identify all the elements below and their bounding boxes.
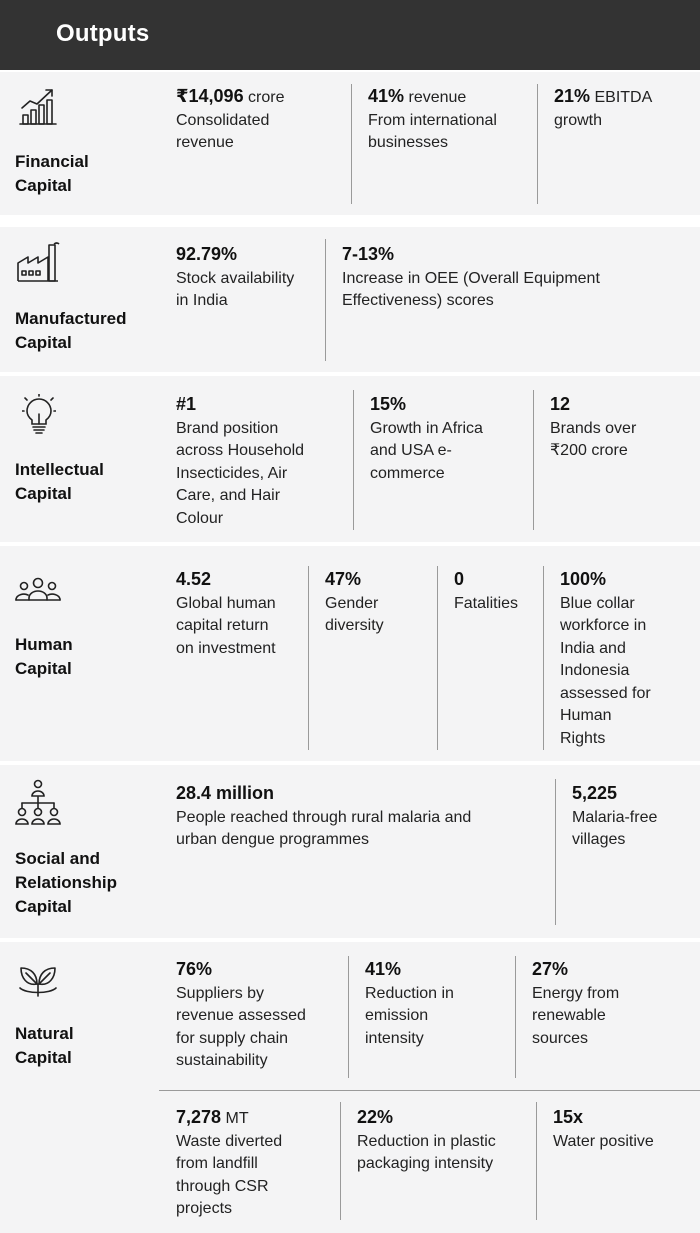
divider: [543, 566, 544, 750]
leaves-icon: [18, 962, 58, 998]
page-title: Outputs: [56, 20, 150, 47]
manufactured-capital-section: Manufactured Capital 92.79% Stock availa…: [0, 227, 700, 372]
divider: [555, 779, 556, 925]
metric-water-positive: 15x Water positive: [553, 1107, 654, 1150]
metric-plastic-packaging: 22% Reduction in plastic packaging inten…: [357, 1107, 496, 1172]
divider: [351, 84, 352, 204]
capital-label: Financial Capital: [15, 152, 89, 195]
capital-label: Human Capital: [15, 635, 73, 678]
metric-international-revenue: 41% revenue From international businesse…: [368, 86, 497, 151]
people-group-icon: [15, 576, 61, 602]
bar-chart-growth-icon: [18, 86, 58, 126]
divider: [325, 239, 326, 361]
metric-oee-increase: 7-13% Increase in OEE (Overall Equipment…: [342, 244, 600, 309]
metric-malaria-free-villages: 5,225 Malaria-free villages: [572, 783, 658, 848]
social-relationship-capital-section: Social and Relationship Capital 28.4 mil…: [0, 765, 700, 938]
org-hierarchy-icon: [15, 779, 61, 825]
metric-suppliers-assessed: 76% Suppliers by revenue assessed for su…: [176, 959, 306, 1069]
metric-emission-intensity: 41% Reduction in emission intensity: [365, 959, 454, 1047]
human-capital-section: Human Capital 4.52 Global human capital …: [0, 546, 700, 761]
divider: [536, 1102, 537, 1220]
capital-label: Intellectual Capital: [15, 460, 104, 503]
metric-waste-diverted: 7,278 MT Waste diverted from landfill th…: [176, 1107, 283, 1217]
divider: [533, 390, 534, 530]
metric-africa-usa-growth: 15% Growth in Africa and USA e- commerce: [370, 394, 483, 482]
metric-gender-diversity: 47% Gender diversity: [325, 569, 384, 634]
capital-label: Manufactured Capital: [15, 309, 127, 352]
divider: [353, 390, 354, 530]
divider: [437, 566, 438, 750]
natural-capital-section: Natural Capital 76% Suppliers by revenue…: [0, 942, 700, 1233]
metric-consolidated-revenue: ₹14,096 crore Consolidated revenue: [176, 86, 285, 151]
metric-stock-availability: 92.79% Stock availability in India: [176, 244, 295, 309]
divider: [537, 84, 538, 204]
row-divider: [159, 1090, 700, 1091]
capital-label: Social and Relationship Capital: [15, 849, 118, 916]
lightbulb-icon: [22, 394, 56, 436]
capital-label: Natural Capital: [15, 1024, 74, 1067]
metric-human-capital-roi: 4.52 Global human capital return on inve…: [176, 569, 276, 657]
divider: [308, 566, 309, 750]
metric-blue-collar-assessment: 100% Blue collar workforce in India and …: [560, 569, 651, 747]
outputs-header: Outputs: [0, 0, 700, 70]
metric-brands-over-200-crore: 12 Brands over ₹200 crore: [550, 394, 637, 459]
metric-people-reached: 28.4 million People reached through rura…: [176, 783, 472, 848]
divider: [340, 1102, 341, 1220]
metric-renewable-energy: 27% Energy from renewable sources: [532, 959, 620, 1047]
metric-ebitda-growth: 21% EBITDA growth: [554, 86, 653, 129]
financial-capital-section: Financial Capital ₹14,096 crore Consolid…: [0, 72, 700, 215]
metric-fatalities: 0 Fatalities: [454, 569, 519, 612]
intellectual-capital-section: Intellectual Capital #1 Brand position a…: [0, 376, 700, 542]
factory-icon: [16, 241, 60, 283]
divider: [348, 956, 349, 1078]
metric-brand-position: #1 Brand position across Household Insec…: [176, 394, 305, 527]
divider: [515, 956, 516, 1078]
